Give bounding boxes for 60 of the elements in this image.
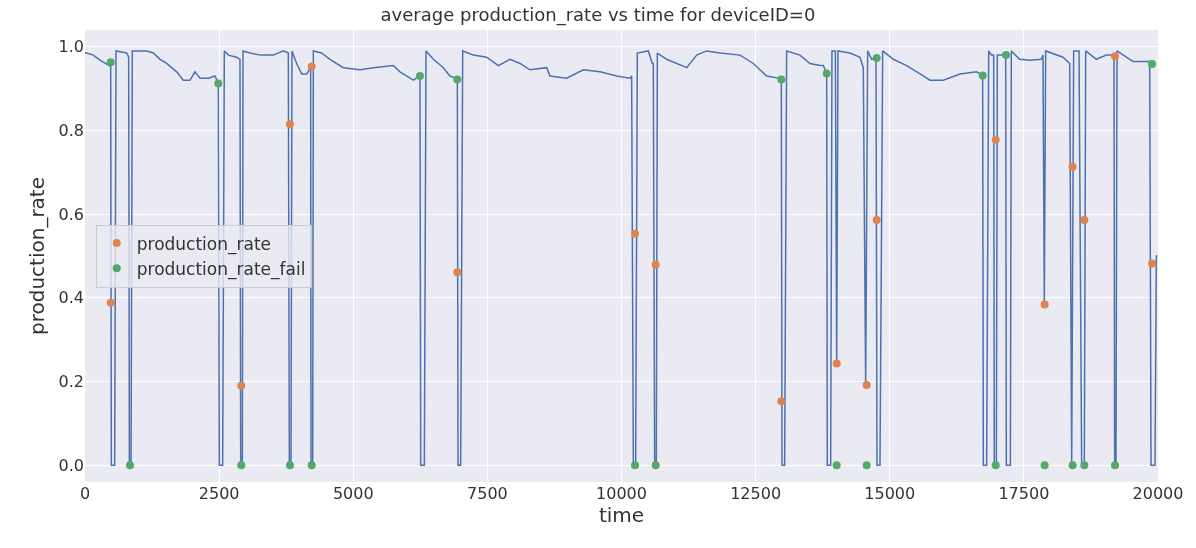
y-tick-label: 0.2: [58, 372, 84, 392]
point: [862, 461, 871, 470]
point: [106, 298, 115, 307]
y-tick-label: 0.6: [58, 204, 84, 224]
point: [832, 461, 841, 470]
y-tick-label: 1.0: [58, 37, 84, 57]
legend-label: production_rate: [136, 233, 272, 255]
point: [214, 79, 223, 88]
point: [978, 71, 987, 80]
point: [631, 229, 640, 238]
x-tick-label: 17500: [998, 484, 1050, 503]
point: [991, 461, 1000, 470]
x-axis-title: time: [598, 503, 645, 527]
point: [237, 461, 246, 470]
point: [832, 359, 841, 368]
point: [307, 461, 316, 470]
point: [286, 461, 294, 470]
point: [286, 120, 294, 129]
y-tick-label: 0.8: [58, 121, 84, 141]
point: [777, 75, 786, 84]
x-tick-label: 15000: [864, 484, 916, 503]
point: [822, 69, 831, 78]
point: [1068, 461, 1077, 470]
point: [307, 62, 316, 71]
x-tick-label: 2500: [198, 484, 240, 503]
x-tick-label: 10000: [596, 484, 647, 503]
point: [777, 397, 786, 406]
point: [415, 72, 424, 81]
point: [651, 260, 660, 269]
point: [651, 461, 660, 470]
point: [1080, 216, 1089, 225]
x-tick-label: 5000: [332, 484, 374, 503]
point: [237, 381, 246, 390]
point: [1147, 259, 1156, 268]
point: [1068, 162, 1077, 171]
point: [872, 54, 881, 63]
point: [1002, 51, 1011, 60]
point: [862, 380, 871, 389]
chart-title: average production_rate vs time for deviceID=0: [380, 3, 816, 26]
point: [106, 58, 115, 67]
point: [1080, 461, 1089, 470]
y-axis-title: production_rate: [25, 176, 50, 336]
point: [1040, 461, 1049, 470]
y-tick-label: 0.0: [58, 455, 84, 475]
point: [1040, 300, 1049, 309]
point: [126, 461, 135, 470]
point: [453, 268, 462, 277]
x-tick-label: 0: [79, 484, 91, 503]
x-tick-label: 20000: [1132, 484, 1184, 503]
legend-label: production_rate_fail: [136, 258, 306, 280]
x-tick-label: 7500: [467, 484, 508, 503]
point: [631, 461, 640, 470]
point: [991, 135, 1000, 144]
point: [453, 75, 462, 84]
point: [1111, 461, 1120, 470]
x-tick-label: 12500: [730, 484, 782, 503]
point: [1111, 52, 1120, 61]
point: [872, 216, 881, 225]
y-tick-label: 0.4: [58, 288, 84, 308]
point: [1147, 59, 1156, 68]
